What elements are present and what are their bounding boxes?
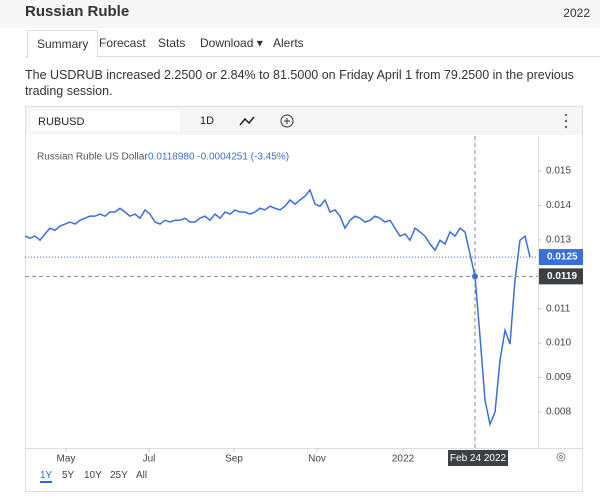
y-tick-label: 0.008	[546, 407, 571, 418]
tab[interactable]: Alerts	[273, 36, 304, 50]
header-year: 2022	[563, 6, 590, 20]
y-tick-label: 0.011	[546, 303, 571, 314]
legend-values: 0.0118980 -0.0004251 (-3.45%)	[148, 152, 289, 163]
tab[interactable]: Download ▾	[200, 36, 263, 50]
add-icon-cross	[284, 118, 290, 124]
y-tick-label: 0.010	[546, 338, 571, 349]
header-bar	[0, 0, 600, 28]
tab-label: Download	[200, 36, 254, 50]
crosshair-x-label: Feb 24 2022	[450, 453, 507, 464]
x-tick-label: 2022	[392, 454, 415, 465]
x-tick-label: Nov	[308, 454, 326, 465]
y-tick-label: 0.013	[546, 235, 571, 246]
crosshair-y-box	[539, 268, 583, 285]
tab-rule	[25, 56, 600, 57]
symbol: RUBUSD	[38, 116, 85, 128]
price-line	[24, 188, 531, 427]
range-button[interactable]: 25Y	[110, 470, 128, 481]
tab[interactable]: Summary	[27, 30, 99, 58]
menu-icon[interactable]	[564, 113, 568, 129]
crosshair-x-box	[448, 450, 508, 466]
tab[interactable]: Stats	[158, 36, 186, 50]
widget-frame	[25, 106, 583, 492]
range-button[interactable]: 1Y	[40, 470, 53, 483]
settings-icon[interactable]	[556, 452, 566, 462]
last-value-label: 0.0125	[547, 252, 578, 263]
y-tick-label: 0.015	[546, 166, 571, 177]
add-icon[interactable]	[280, 114, 294, 128]
range-button[interactable]: 5Y	[62, 470, 75, 481]
x-tick-label: Sep	[225, 454, 243, 465]
x-tick-label: Jul	[143, 454, 156, 465]
crosshair-y-label: 0.0119	[547, 271, 577, 282]
y-tick-label: 0.009	[546, 372, 571, 383]
crosshair-point	[472, 273, 478, 280]
range-button[interactable]: 10Y	[84, 470, 102, 481]
description: The USDRUB increased 2.2500 or 2.84% to …	[25, 68, 574, 98]
symbol-input[interactable]	[30, 111, 180, 131]
last-value-box	[539, 249, 583, 266]
legend-name: Russian Ruble US Dollar	[37, 152, 148, 163]
tab[interactable]: Forecast	[99, 36, 146, 50]
range-button[interactable]: All	[136, 470, 148, 481]
chart-style-icon[interactable]	[239, 116, 255, 126]
header-title: Russian Ruble	[25, 3, 130, 20]
y-tick-label: 0.014	[546, 200, 571, 211]
interval[interactable]: 1D	[200, 115, 214, 127]
x-tick-label: May	[57, 454, 76, 465]
